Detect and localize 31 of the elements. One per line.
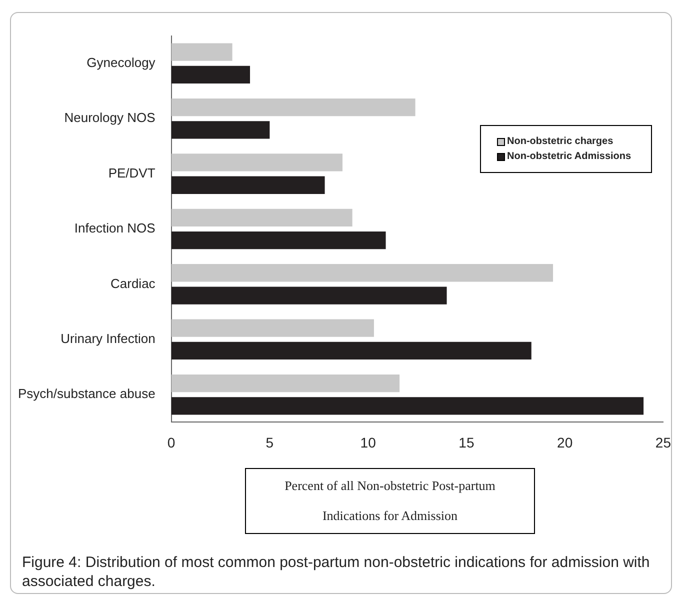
bar — [171, 264, 554, 282]
y-tick-label: Infection NOS — [74, 220, 156, 236]
bar — [171, 66, 250, 84]
legend-label: Non-obstetric Admissions — [507, 151, 632, 162]
y-tick-label: Neurology NOS — [64, 110, 156, 126]
x-tick-label: 10 — [360, 434, 376, 450]
bar — [171, 231, 386, 250]
bar — [171, 121, 270, 139]
bar — [171, 208, 352, 227]
x-tick-label: 0 — [167, 434, 176, 450]
caption: Figure 4: Distribution of most common post-partum non-obstetric indications for admission with associated charges. — [22, 553, 651, 591]
y-tick-label: PE/DVT — [108, 165, 156, 180]
bar — [171, 374, 400, 392]
y-tick-label: Urinary Infection — [60, 330, 156, 346]
bar — [171, 176, 325, 194]
bar — [171, 319, 374, 337]
x-tick-label: 5 — [266, 434, 274, 450]
bar — [171, 98, 416, 116]
x-tick-label: 15 — [458, 434, 474, 450]
x-tick-label: 20 — [557, 434, 573, 450]
legend-label: Non-obstetric charges — [507, 136, 614, 147]
x-tick-label: 25 — [655, 434, 672, 450]
bar — [171, 286, 447, 304]
bar — [171, 397, 644, 415]
bar — [171, 43, 232, 61]
bar — [171, 342, 532, 360]
y-tick-label: Cardiac — [110, 276, 156, 291]
bar — [171, 154, 342, 172]
y-tick-label: Gynecology — [86, 54, 156, 70]
x-axis-title: Percent of all Non-obstetric Post-partum Indications for Admission — [245, 468, 535, 534]
y-tick-label: Psych/substance abuse — [18, 386, 156, 402]
